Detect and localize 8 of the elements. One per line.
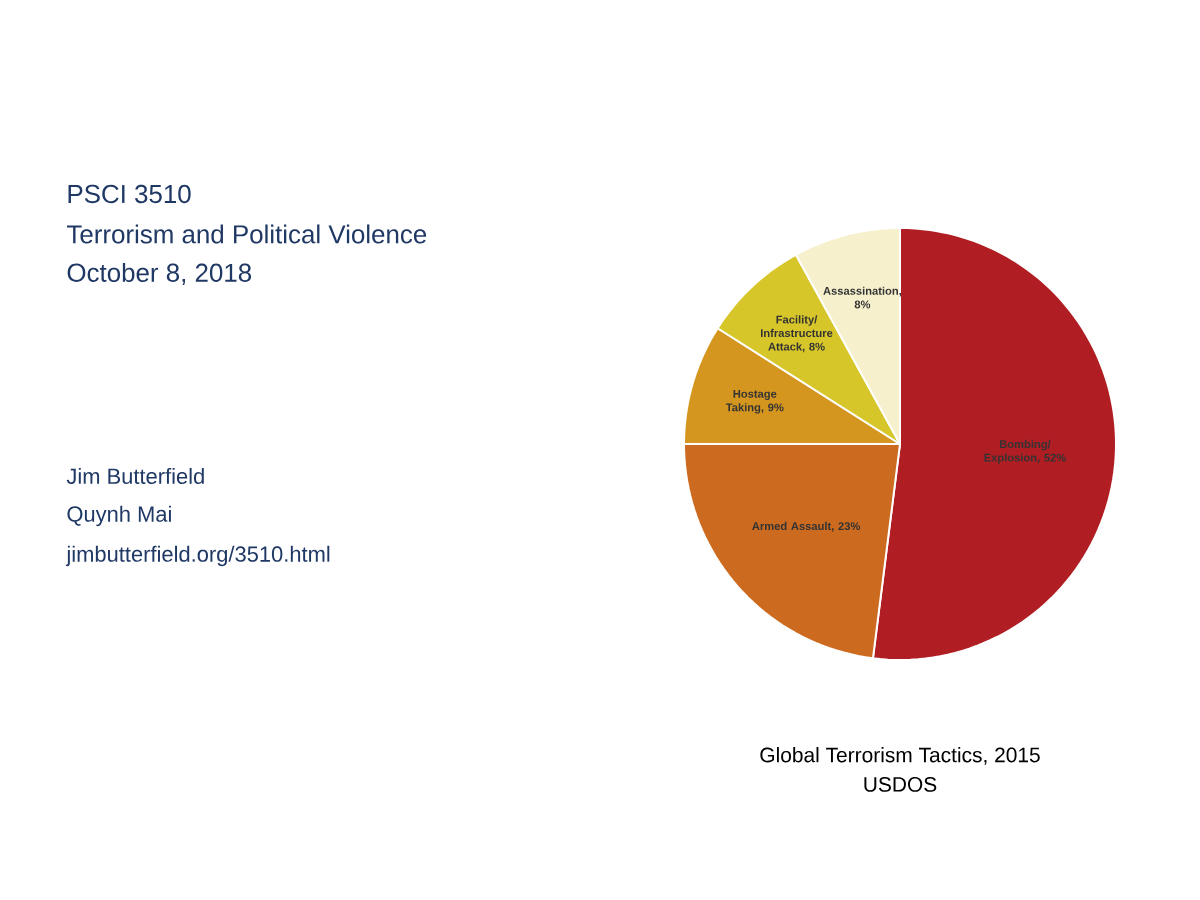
text: Global Terrorism Tactics, 2015 xyxy=(760,747,1040,765)
text: Jim Butterfield xyxy=(66,467,204,485)
text: PSCI 3510 xyxy=(68,184,191,204)
text: October 8, 2018 xyxy=(67,262,252,286)
text: jimbutterfield.org/3510.html xyxy=(65,545,330,567)
text: USDOS xyxy=(864,777,937,792)
text: Terrorism and Political Violence xyxy=(67,224,427,244)
text: Quynh Mai xyxy=(67,505,171,527)
